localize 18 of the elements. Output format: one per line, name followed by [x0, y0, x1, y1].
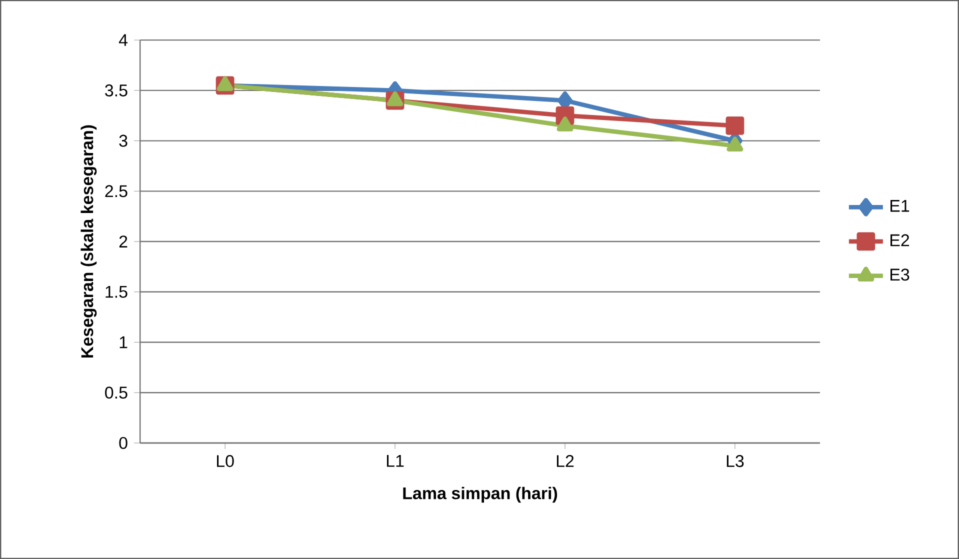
- y-tick-label: 3.5: [105, 84, 128, 96]
- legend-label: E1: [890, 200, 910, 212]
- x-axis-title: Lama simpan (hari): [403, 486, 558, 503]
- y-tick-label: 1: [120, 336, 128, 348]
- y-tick-label: 1.5: [106, 286, 128, 298]
- x-tick-label: L2: [556, 455, 574, 467]
- x-tick-label: L0: [217, 455, 234, 468]
- legend-label: E3: [890, 268, 910, 281]
- y-tick-label: 0: [119, 436, 128, 449]
- y-tick-label: 4: [118, 34, 128, 46]
- y-tick-label: 2.5: [105, 185, 128, 198]
- x-tick-label: L3: [726, 455, 744, 468]
- y-tick-label: 2: [119, 236, 128, 248]
- x-tick-label: L1: [386, 455, 404, 467]
- y-axis-title: Kesegaran (skala kesegaran): [80, 125, 97, 358]
- y-tick-label: 0.5: [105, 386, 128, 399]
- y-tick-label: 3: [119, 134, 128, 147]
- legend-label: E2: [890, 234, 910, 246]
